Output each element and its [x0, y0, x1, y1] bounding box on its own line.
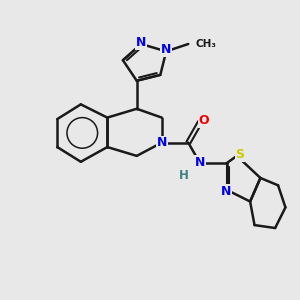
Text: N: N	[161, 44, 171, 56]
Text: O: O	[198, 114, 209, 127]
Text: S: S	[235, 148, 244, 161]
Text: N: N	[157, 136, 167, 149]
Text: N: N	[221, 185, 232, 198]
Text: N: N	[136, 36, 146, 49]
Text: CH₃: CH₃	[196, 39, 217, 49]
Text: N: N	[195, 156, 205, 169]
Text: H: H	[179, 169, 189, 182]
